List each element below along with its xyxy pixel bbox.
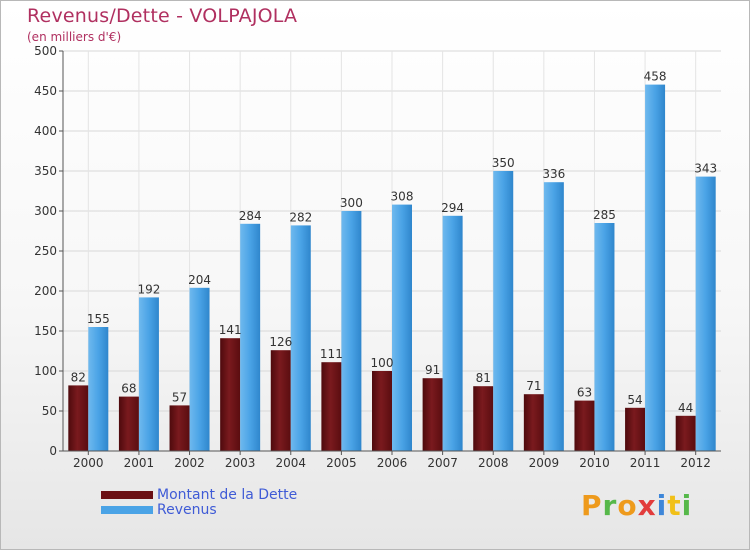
data-label-revenus-2011: 458 [644, 70, 667, 84]
ytick-label-300: 300 [34, 204, 57, 218]
axes: 0 50 100 150 200 250 300 350 400 450 500 2000 2001 20… [34, 44, 721, 470]
ytick-label-0: 0 [49, 444, 57, 458]
xtick-label-2008: 2008 [478, 456, 509, 470]
bar-revenus-2012 [695, 176, 716, 451]
bar-revenus-2003 [240, 223, 261, 451]
bar-revenus-2005 [341, 211, 362, 451]
logo-letter: r [602, 489, 618, 522]
bar-dette-2007 [422, 378, 443, 451]
proxiti-logo: Proxiti [581, 489, 692, 522]
bar-dette-2012 [675, 415, 696, 451]
data-label-dette-2008: 81 [476, 371, 491, 385]
data-label-revenus-2005: 300 [340, 196, 363, 210]
xtick-label-2003: 2003 [225, 456, 256, 470]
xtick-label-2010: 2010 [579, 456, 610, 470]
logo-letter: o [617, 489, 638, 522]
bar-revenus-2008 [493, 171, 514, 451]
data-label-dette-2010: 63 [577, 386, 592, 400]
data-label-dette-2009: 71 [526, 379, 541, 393]
xtick-label-2000: 2000 [73, 456, 104, 470]
xtick-label-2007: 2007 [427, 456, 458, 470]
data-label-dette-2012: 44 [678, 401, 693, 415]
ytick-label-250: 250 [34, 244, 57, 258]
bar-dette-2005 [321, 362, 342, 451]
bar-dette-2000 [68, 385, 89, 451]
ytick-label-350: 350 [34, 164, 57, 178]
legend-item-revenus: Revenus [101, 501, 297, 518]
data-label-dette-2007: 91 [425, 363, 440, 377]
bar-dette-2009 [523, 394, 544, 451]
data-label-revenus-2001: 192 [137, 282, 160, 296]
bar-revenus-2000 [88, 327, 109, 451]
bar-revenus-2004 [290, 225, 311, 451]
legend-label-revenus: Revenus [157, 501, 217, 518]
data-label-dette-2000: 82 [71, 370, 86, 384]
ytick-label-200: 200 [34, 284, 57, 298]
bar-dette-2002 [169, 405, 190, 451]
data-label-revenus-2000: 155 [87, 312, 110, 326]
data-label-revenus-2007: 294 [441, 201, 464, 215]
data-label-revenus-2008: 350 [492, 156, 515, 170]
data-label-revenus-2012: 343 [694, 162, 717, 176]
legend-item-dette: Montant de la Dette [101, 486, 298, 503]
xtick-label-2004: 2004 [275, 456, 306, 470]
legend: Montant de la Dette Revenus [101, 486, 298, 518]
ytick-label-500: 500 [34, 44, 57, 58]
data-label-revenus-2009: 336 [542, 167, 565, 181]
ytick-label-400: 400 [34, 124, 57, 138]
bar-revenus-2001 [138, 297, 159, 451]
bar-dette-2004 [270, 350, 291, 451]
bar-revenus-2010 [594, 223, 615, 451]
legend-swatch-revenus [101, 505, 153, 514]
bar-revenus-2011 [645, 84, 666, 451]
logo-letter: i [656, 489, 668, 522]
xtick-label-2012: 2012 [680, 456, 711, 470]
xtick-label-2006: 2006 [377, 456, 408, 470]
data-label-dette-2003: 141 [219, 323, 242, 337]
data-label-revenus-2006: 308 [391, 190, 414, 204]
xtick-label-2009: 2009 [529, 456, 560, 470]
xtick-label-2005: 2005 [326, 456, 357, 470]
chart-subtitle: (en milliers d'€) [27, 30, 122, 44]
data-label-dette-2001: 68 [121, 382, 136, 396]
data-label-dette-2002: 57 [172, 390, 187, 404]
bar-dette-2010 [574, 400, 595, 451]
ytick-label-50: 50 [42, 404, 57, 418]
bar-dette-2008 [473, 386, 494, 451]
data-label-revenus-2010: 285 [593, 208, 616, 222]
bar-revenus-2002 [189, 287, 210, 451]
data-label-revenus-2003: 284 [239, 209, 262, 223]
xtick-label-2002: 2002 [174, 456, 205, 470]
ytick-label-100: 100 [34, 364, 57, 378]
bar-dette-2006 [372, 371, 392, 451]
bar-dette-2003 [220, 338, 241, 451]
logo-letter: P [581, 489, 603, 522]
bar-revenus-2007 [442, 215, 463, 451]
data-label-dette-2005: 111 [320, 347, 343, 361]
logo-letter: x [637, 489, 657, 522]
bar-revenus-2006 [392, 204, 412, 451]
bar-dette-2001 [118, 396, 139, 451]
legend-label-dette: Montant de la Dette [157, 486, 298, 503]
xtick-label-2011: 2011 [630, 456, 661, 470]
ytick-label-450: 450 [34, 84, 57, 98]
data-label-dette-2006: 100 [371, 356, 394, 370]
xtick-label-2001: 2001 [124, 456, 155, 470]
logo-letter: i [681, 489, 693, 522]
bars [68, 84, 716, 451]
bar-revenus-2009 [543, 182, 564, 451]
data-label-revenus-2004: 282 [289, 210, 312, 224]
ytick-label-150: 150 [34, 324, 57, 338]
data-label-dette-2004: 126 [269, 335, 292, 349]
data-labels: 82 155 68 192 57 204 141 284 126 282 111 300 100 308 9… [71, 70, 717, 415]
data-label-revenus-2002: 204 [188, 273, 211, 287]
logo-letter: t [667, 489, 682, 522]
chart-title: Revenus/Dette - VOLPAJOLA [27, 5, 298, 27]
bar-dette-2011 [625, 407, 646, 451]
legend-swatch-dette [101, 490, 153, 499]
data-label-dette-2011: 54 [627, 393, 642, 407]
